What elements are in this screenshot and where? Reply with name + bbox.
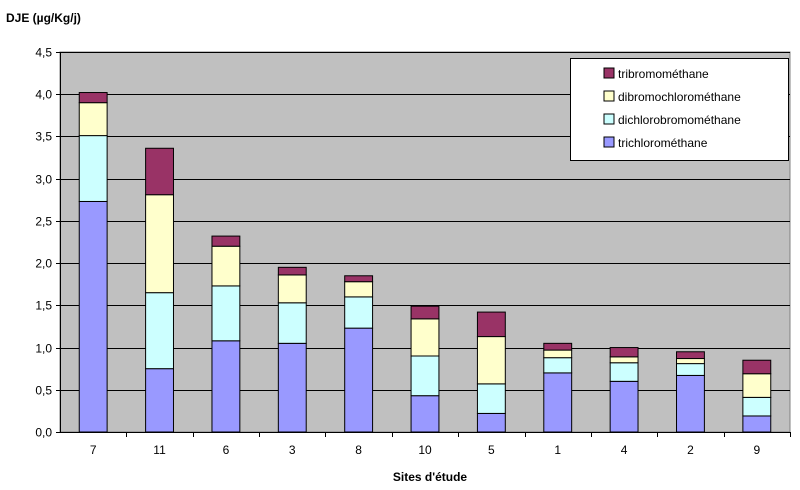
x-tick-label: 6 [223,443,230,457]
bar-segment [78,135,108,202]
bar-segment [277,342,307,433]
bar-segment [211,235,241,247]
bar-segment [742,373,772,398]
bar-segment [78,102,108,137]
bar-segment [742,396,772,417]
y-tick-label: 3,5 [35,130,52,144]
bar-segment [476,311,506,338]
y-tick-label: 3,0 [35,173,52,187]
bar-segment [476,336,506,385]
bar-segment [145,147,174,196]
bar-segment [543,349,573,359]
x-tick-label: 2 [687,443,694,457]
bar-segment [410,305,440,320]
x-tick-label: 10 [418,443,432,457]
bar-segment [476,383,506,414]
legend-label: dibromochlorométhane [618,90,741,104]
y-tick-label: 1,0 [35,342,52,356]
bar-segment [676,363,705,376]
bar-segment [609,347,639,358]
bar-segment [742,415,772,433]
bar-segment [277,274,307,304]
bar-segment [211,340,241,433]
bar-segment [676,374,705,433]
bar-segment [676,358,705,365]
legend-label: trichlorométhane [618,136,708,150]
legend-swatch [603,113,615,125]
bar-segment [344,281,374,298]
legend-swatch [603,67,615,79]
bar-segment [145,368,174,433]
bar-segment [145,292,174,370]
x-tick-label: 8 [355,443,362,457]
bar-segment [609,356,639,364]
y-tick-label: 4,5 [35,46,52,60]
y-tick-label: 1,5 [35,299,52,313]
bar-segment [543,342,573,351]
bar-segment [609,380,639,433]
legend-swatch [603,90,615,102]
x-tick-label: 11 [153,443,166,457]
bar-segment [211,285,241,342]
bar-segment [543,372,573,433]
bar-segment [410,355,440,397]
bar-segment [78,92,108,104]
bar-segment [676,351,705,360]
legend-swatch [603,136,615,148]
y-tick-label: 4,0 [35,88,52,102]
bar-segment [344,327,374,433]
x-tick-label: 5 [488,443,495,457]
bar-segment [78,200,108,433]
bar-segment [742,359,772,375]
y-tick-label: 0,5 [35,384,52,398]
bar-segment [609,362,639,382]
x-tick-label: 4 [621,443,628,457]
bar-segment [543,357,573,374]
bar-segment [277,266,307,276]
bar-segment [344,275,374,283]
y-tick-label: 2,0 [35,257,52,271]
y-tick-label: 2,5 [35,215,52,229]
x-tick-label: 7 [90,443,97,457]
x-tick-label: 9 [753,443,760,457]
y-axis-label: DJE (µg/Kg/j) [6,11,81,25]
x-axis-label: Sites d'étude [393,470,468,484]
bar-segment [410,318,440,357]
y-tick-label: 0,0 [35,426,52,440]
legend: tribromométhane dibromochlorométhane dichl… [570,58,789,161]
legend-label: dichlorobromométhane [618,113,741,127]
bar-segment [410,395,440,433]
x-tick-label: 1 [554,443,561,457]
bar-segment [476,412,506,433]
bar-segment [277,302,307,344]
legend-label: tribromométhane [618,67,709,81]
x-tick-label: 3 [289,443,296,457]
bar-segment [344,296,374,329]
bar-segment [145,194,174,294]
bar-segment [211,245,241,287]
